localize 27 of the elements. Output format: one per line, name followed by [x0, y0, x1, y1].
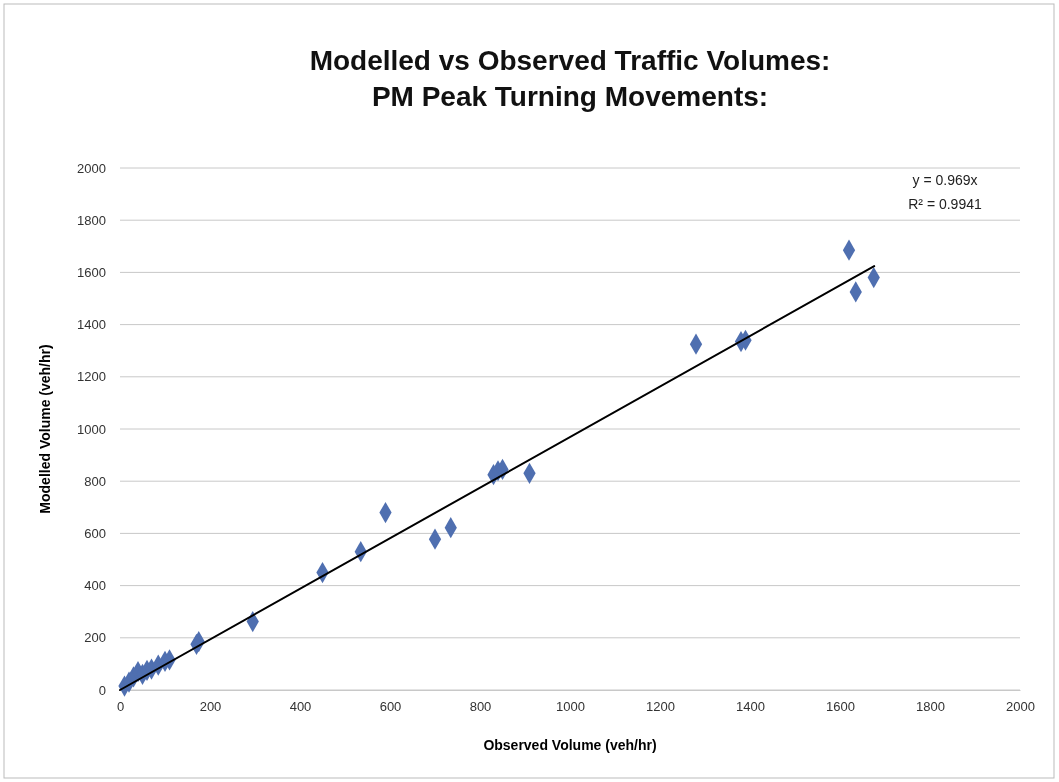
y-tick-label: 1400: [77, 317, 106, 333]
y-tick-label: 1000: [77, 421, 106, 437]
x-tick-label: 600: [379, 699, 402, 715]
y-tick-label: 1600: [77, 265, 106, 281]
x-tick-label: 1600: [826, 699, 855, 715]
y-tick-label: 1200: [77, 369, 106, 385]
annotation: R² = 0.9941: [908, 196, 982, 212]
y-axis-title: Modelled Volume (veh/hr): [37, 344, 53, 514]
x-tick-label: 1000: [556, 699, 585, 715]
x-tick-label: 0: [116, 699, 125, 715]
y-tick-label: 1800: [77, 212, 106, 228]
y-tick-label: 400: [84, 578, 106, 594]
y-tick-label: 800: [84, 473, 106, 489]
x-tick-label: 800: [469, 699, 492, 715]
x-tick-label: 1400: [736, 699, 765, 715]
x-axis-title: Observed Volume (veh/hr): [483, 737, 657, 753]
x-tick-label: 200: [199, 699, 222, 715]
y-tick-label: 0: [98, 682, 106, 698]
y-tick-label: 2000: [77, 160, 106, 176]
x-tick-label: 1800: [916, 699, 945, 715]
annotation: y = 0.969x: [912, 172, 978, 188]
x-tick-label: 1200: [646, 699, 675, 715]
chart-title: Modelled vs Observed Traffic Volumes: PM Peak Turning Movements:: [309, 45, 831, 112]
x-tick-label: 400: [289, 699, 312, 715]
x-tick-label: 2000: [1006, 699, 1035, 715]
y-tick-label: 600: [84, 526, 106, 542]
y-tick-label: 200: [84, 630, 106, 646]
